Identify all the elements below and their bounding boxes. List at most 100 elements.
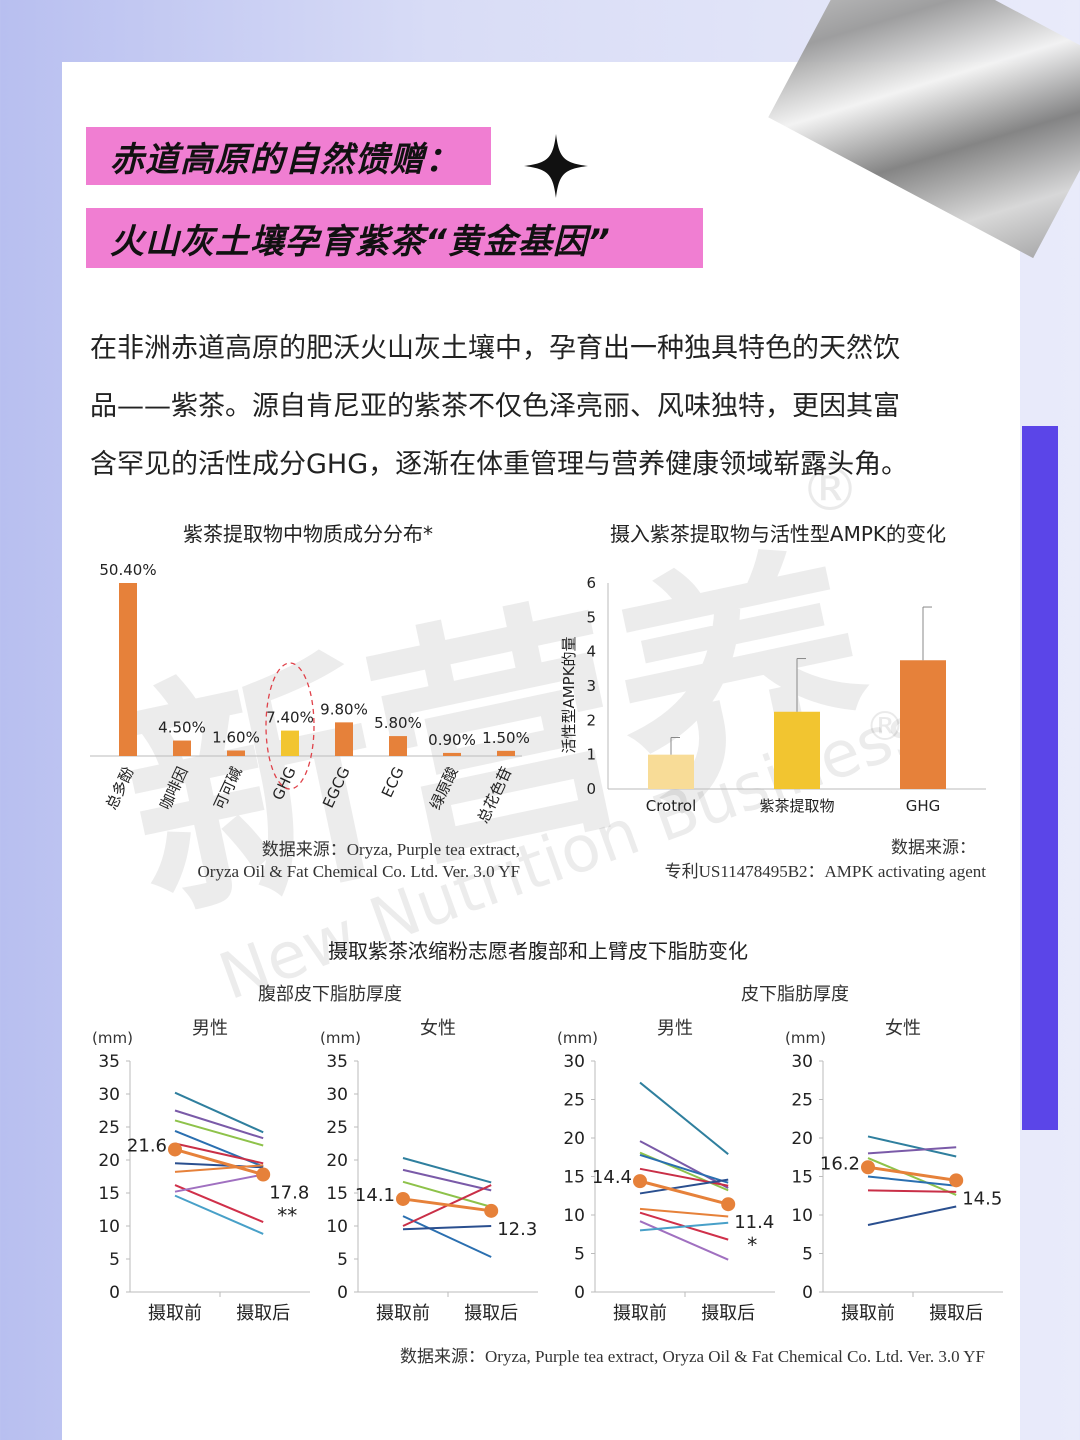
y-tick-label: 30 <box>563 1052 585 1072</box>
y-tick-label: 3 <box>586 677 596 695</box>
panel-title: 女性 <box>885 1018 921 1039</box>
individual-line <box>174 1109 264 1140</box>
tick-label: 总多酚 <box>102 764 137 812</box>
tick-label: ECG <box>378 764 408 800</box>
panel-title: 女性 <box>420 1018 456 1039</box>
individual-line <box>867 1146 957 1155</box>
chart-title: 紫茶提取物中物质成分分布* <box>183 522 433 546</box>
panel-title: 男性 <box>657 1018 693 1039</box>
y-tick-label: 20 <box>563 1129 585 1149</box>
x-tick-label: 摄取前 <box>376 1303 430 1324</box>
bar-ECG <box>389 736 407 756</box>
bar-绿原酸 <box>443 752 461 756</box>
significance-mark: ** <box>277 1204 297 1228</box>
data-label: 5.80% <box>374 714 422 732</box>
y-tick-label: 4 <box>586 643 596 661</box>
chart-title: 摄入紫茶提取物与活性型AMPK的变化 <box>610 522 946 546</box>
highlight-ellipse <box>265 662 315 790</box>
tick-label: GHG <box>269 764 300 803</box>
bar-总多酚 <box>119 583 137 756</box>
individual-line <box>174 1091 264 1134</box>
y-tick-label: 5 <box>574 1245 585 1265</box>
chart-source: 数据来源：Oryza, Purple tea extract, Oryza Oi… <box>400 1347 985 1366</box>
tick-label: 总花色苷 <box>474 764 516 826</box>
line-panel: 女性 (mm) 0 5 10 15 20 25 30 35 摄取前 摄取后 14.1 12.3 <box>320 1018 538 1324</box>
x-tick-label: 摄取前 <box>613 1303 667 1324</box>
individual-line <box>639 1221 729 1232</box>
bar-总花色苷 <box>497 750 515 756</box>
y-tick-label: 20 <box>791 1129 813 1149</box>
data-label: 50.40% <box>99 561 156 579</box>
individual-line <box>639 1140 729 1189</box>
data-label: 0.90% <box>428 731 476 749</box>
y-tick-label: 1 <box>586 746 596 764</box>
y-tick-label: 30 <box>791 1052 813 1072</box>
intro-line: 在非洲赤道高原的肥沃火山灰土壤中，孕育出一种独具特色的天然饮 <box>90 333 900 364</box>
chart-source: 专利US11478495B2：AMPK activating agent <box>665 862 987 881</box>
mean-point <box>721 1197 736 1212</box>
y-tick-label: 0 <box>802 1283 813 1303</box>
sparkle-icon <box>524 134 588 198</box>
y-tick-label: 0 <box>109 1283 120 1303</box>
individual-line <box>867 1205 957 1226</box>
individual-line <box>402 1157 492 1184</box>
x-tick-label: 摄取前 <box>841 1303 895 1324</box>
y-tick-label: 0 <box>586 780 596 798</box>
y-tick-label: 5 <box>337 1250 348 1270</box>
bar-GHG <box>900 660 946 789</box>
chart-source: Oryza Oil & Fat Chemical Co. Ltd. Ver. 3… <box>198 862 521 881</box>
chart-title: 摄取紫茶浓缩粉志愿者腹部和上臂皮下脂肪变化 <box>328 939 748 963</box>
y-tick-label: 15 <box>563 1168 585 1188</box>
mean-label: 14.5 <box>962 1188 1002 1209</box>
y-tick-label: 15 <box>98 1184 120 1204</box>
mean-line <box>639 1179 729 1206</box>
mean-line <box>174 1147 264 1176</box>
individual-line <box>867 1175 957 1187</box>
intro-paragraph: 在非洲赤道高原的肥沃火山灰土壤中，孕育出一种独具特色的天然饮 品——紫茶。源自肯… <box>90 320 995 494</box>
intro-line: 品——紫茶。源自肯尼亚的紫茶不仅色泽亮丽、风味独特，更因其富 <box>90 391 900 422</box>
y-tick-label: 6 <box>586 574 596 592</box>
y-tick-label: 10 <box>326 1217 348 1237</box>
y-tick-label: 5 <box>109 1250 120 1270</box>
individual-line <box>174 1142 264 1165</box>
x-tick-label: 摄取后 <box>929 1303 983 1324</box>
y-tick-label: 25 <box>98 1118 120 1138</box>
individual-line <box>402 1180 492 1208</box>
bar-紫茶提取物 <box>774 711 820 789</box>
y-tick-label: 5 <box>586 608 596 626</box>
individual-line <box>402 1215 492 1258</box>
y-tick-label: 10 <box>791 1206 813 1226</box>
y-tick-label: 0 <box>337 1283 348 1303</box>
y-tick-label: 20 <box>98 1151 120 1171</box>
mean-point <box>861 1160 875 1175</box>
intro-line: 含罕见的活性成分GHG，逐渐在体重管理与营养健康领域崭露头角。 <box>90 449 909 480</box>
unit-label: (mm) <box>92 1029 133 1047</box>
bar-可可碱 <box>227 750 245 756</box>
y-tick-label: 10 <box>98 1217 120 1237</box>
headline-line-1: 赤道高原的自然馈赠： <box>86 127 491 185</box>
mean-label: 12.3 <box>497 1219 537 1240</box>
individual-line <box>639 1167 729 1187</box>
data-label: 1.50% <box>482 729 530 747</box>
y-tick-label: 15 <box>791 1168 813 1188</box>
mean-point <box>168 1142 182 1157</box>
mean-point <box>256 1167 271 1182</box>
line-panel: 男性 (mm) 0 5 10 15 20 25 30 摄取前 摄取后 14.4 11.4* <box>557 1018 775 1324</box>
data-label: 9.80% <box>320 700 368 718</box>
y-tick-label: 30 <box>326 1085 348 1105</box>
chart-source: 数据来源： <box>891 838 976 857</box>
accent-bar <box>1022 426 1058 1130</box>
mean-label: 14.4 <box>592 1167 632 1188</box>
data-label: 4.50% <box>158 719 206 737</box>
y-tick-label: 25 <box>326 1118 348 1138</box>
mean-line <box>402 1197 492 1213</box>
bar-GHG <box>281 730 299 756</box>
group-title: 腹部皮下脂肪厚度 <box>258 984 402 1005</box>
composition-bar-chart: 紫茶提取物中物质成分分布* 50.40% 总多酚 4.50% 咖啡因 1.60% 可可碱 7… <box>90 522 530 881</box>
headline-line-2: 火山灰土壤孕育紫茶“黄金基因” <box>86 208 703 268</box>
x-tick-label: 摄取后 <box>464 1303 518 1324</box>
tick-label: 可可碱 <box>210 764 245 812</box>
individual-line <box>639 1081 729 1155</box>
y-tick-label: 35 <box>326 1052 348 1072</box>
content-card <box>62 62 1020 1440</box>
